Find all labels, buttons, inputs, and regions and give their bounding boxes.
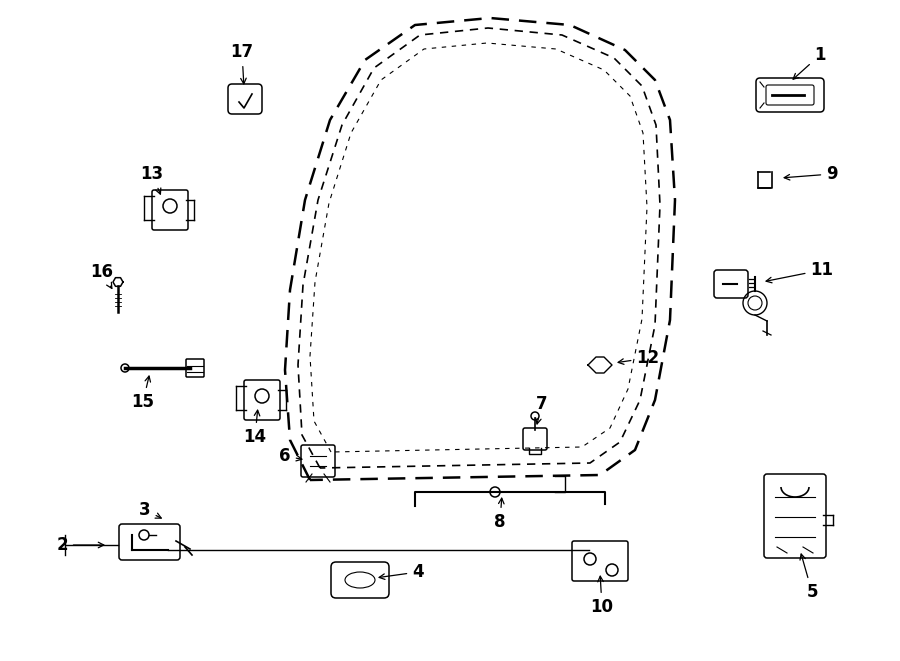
Text: 5: 5	[800, 554, 818, 601]
Text: 14: 14	[243, 410, 266, 446]
Text: 1: 1	[793, 46, 826, 79]
Text: 12: 12	[618, 349, 660, 367]
Text: 6: 6	[279, 447, 302, 465]
Text: 8: 8	[494, 498, 506, 531]
Text: 16: 16	[91, 263, 113, 288]
Text: 17: 17	[230, 43, 254, 84]
Text: 2: 2	[56, 536, 104, 554]
Text: 11: 11	[766, 261, 833, 283]
Text: 10: 10	[590, 576, 614, 616]
Text: 4: 4	[379, 563, 424, 581]
Text: 3: 3	[140, 501, 161, 519]
Text: 13: 13	[140, 165, 164, 194]
Text: 15: 15	[131, 376, 155, 411]
Text: 7: 7	[536, 395, 548, 424]
Text: 9: 9	[784, 165, 838, 183]
